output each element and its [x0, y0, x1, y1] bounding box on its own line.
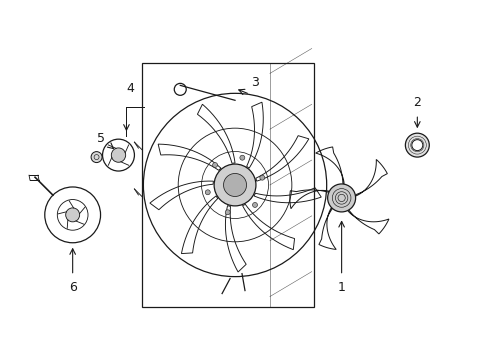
- Circle shape: [327, 184, 355, 212]
- Text: 6: 6: [69, 281, 77, 294]
- Text: 4: 4: [126, 82, 134, 95]
- Text: 3: 3: [250, 76, 258, 89]
- Circle shape: [252, 202, 257, 207]
- Circle shape: [111, 148, 125, 162]
- Circle shape: [405, 133, 428, 157]
- Text: 5: 5: [96, 132, 104, 145]
- Circle shape: [65, 208, 80, 222]
- Circle shape: [91, 152, 102, 163]
- Circle shape: [240, 155, 244, 160]
- Circle shape: [225, 210, 230, 215]
- Circle shape: [205, 190, 210, 195]
- Text: 1: 1: [337, 281, 345, 294]
- Circle shape: [223, 174, 246, 197]
- Circle shape: [411, 140, 422, 150]
- Circle shape: [259, 175, 264, 180]
- Circle shape: [214, 164, 255, 206]
- Text: 2: 2: [412, 96, 420, 109]
- Circle shape: [212, 162, 217, 167]
